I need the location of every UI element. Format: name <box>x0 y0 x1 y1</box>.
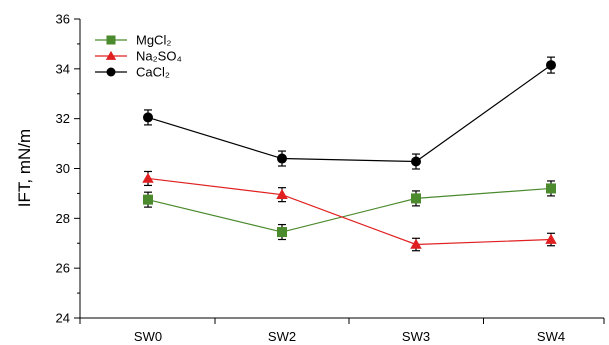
x-tick-label: SW0 <box>134 329 162 344</box>
series-group <box>143 180 556 241</box>
series-group <box>142 170 557 252</box>
legend-swatch-marker <box>106 35 116 45</box>
data-point <box>411 193 421 204</box>
series-layer <box>142 56 557 252</box>
y-tick-label: 30 <box>56 161 70 176</box>
series-line <box>147 64 552 163</box>
axes: 24 26 28 30 32 34 36 SW0 SW2 SW3 SW4 <box>56 12 605 344</box>
legend-label: Na₂SO₄ <box>136 49 182 64</box>
y-tick-label: 32 <box>56 111 70 126</box>
data-point <box>546 183 556 194</box>
data-point <box>143 112 153 123</box>
y-tick-label: 28 <box>56 211 70 226</box>
data-point <box>276 188 288 199</box>
legend-swatch-marker <box>106 67 116 77</box>
data-point <box>277 153 287 164</box>
x-tick-label: SW2 <box>268 329 296 344</box>
data-point <box>142 172 154 183</box>
y-tick-label: 36 <box>56 12 70 27</box>
series-group <box>143 56 556 170</box>
legend-label: MgCl₂ <box>136 33 171 48</box>
series-line <box>147 187 552 233</box>
y-axis-title: IFT, mN/m <box>15 129 34 207</box>
data-point <box>411 156 421 167</box>
data-point <box>545 233 557 244</box>
data-point <box>277 227 287 238</box>
series-line <box>147 177 552 246</box>
x-tick-label: SW4 <box>537 329 565 344</box>
legend-label: CaCl₂ <box>136 65 170 80</box>
legend-swatch-marker <box>105 50 117 60</box>
y-tick-label: 34 <box>56 61 70 76</box>
data-point <box>546 60 556 71</box>
y-tick-label: 24 <box>56 311 70 326</box>
x-tick-label: SW3 <box>402 329 430 344</box>
data-point <box>410 238 422 249</box>
y-tick-label: 26 <box>56 261 70 276</box>
data-point <box>143 194 153 205</box>
